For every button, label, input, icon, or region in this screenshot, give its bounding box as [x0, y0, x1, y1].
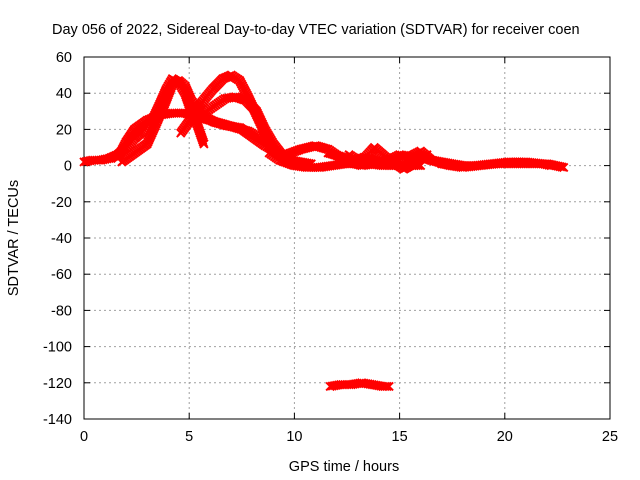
series-track-l: [325, 378, 394, 392]
x-axis-label: GPS time / hours: [289, 459, 399, 475]
data-point: [199, 139, 209, 149]
data-point: [544, 160, 554, 170]
y-tick-label: -100: [43, 340, 72, 356]
x-tick-label: 5: [185, 429, 193, 445]
x-tick-label: 25: [602, 429, 618, 445]
y-tick-label: -20: [51, 195, 72, 211]
data-point: [546, 160, 556, 171]
series-track-k: [436, 157, 556, 171]
x-tick-label: 15: [392, 429, 408, 445]
grid-lines: [84, 57, 610, 419]
chart-title: Day 056 of 2022, Sidereal Day-to-day VTE…: [52, 22, 580, 38]
y-tick-label: 40: [56, 86, 72, 102]
y-tick-label: -60: [51, 267, 72, 283]
x-tick-label: 0: [80, 429, 88, 445]
plot-frame: [83, 56, 611, 420]
x-tick-label: 10: [286, 429, 302, 445]
data-point: [557, 162, 567, 172]
data-point: [384, 381, 394, 392]
y-tick-label: -40: [51, 231, 72, 247]
tick-labels: 0 5 10 15 20 25 -140 -120 -100 -80 -60 -40 -20 0 20 40 6…: [43, 50, 618, 445]
y-tick-label: 0: [64, 159, 72, 175]
data-point: [559, 162, 569, 173]
y-tick-label: 20: [56, 122, 72, 138]
y-tick-label: 60: [56, 50, 72, 66]
y-tick-label: -80: [51, 303, 72, 319]
x-tick-label: 20: [497, 429, 513, 445]
y-axis-label: SDTVAR / TECUs: [6, 180, 22, 296]
data-point: [382, 381, 392, 392]
y-tick-label: -120: [43, 376, 72, 392]
data-series: [79, 70, 569, 392]
y-tick-label: -140: [43, 412, 72, 428]
